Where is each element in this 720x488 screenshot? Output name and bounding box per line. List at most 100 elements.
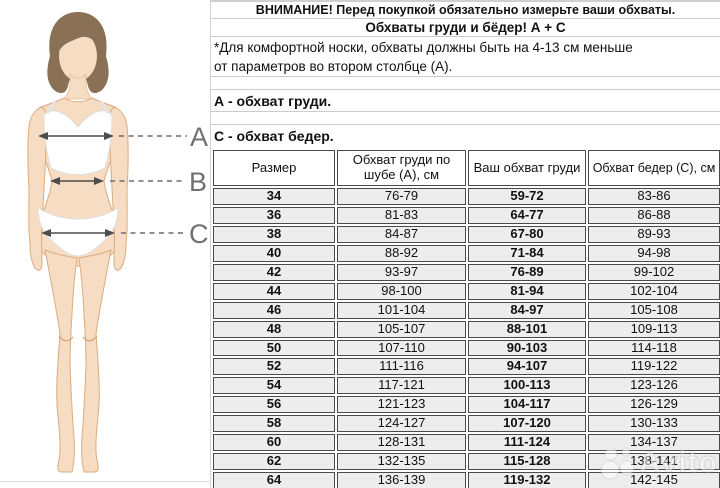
- table-cell: 42: [213, 263, 335, 281]
- table-header-row: Размер Обхват груди по шубе (А), см Ваш …: [213, 150, 720, 186]
- figure-panel: A B C: [0, 0, 210, 482]
- table-cell: 132-135: [337, 453, 466, 471]
- table-cell: 107-120: [468, 415, 586, 433]
- table-cell: 128-131: [337, 434, 466, 452]
- size-table-body: 34 76-79 59-72 83-86 36 81-83 64-77 86-88 38 84-8…: [213, 188, 720, 488]
- table-cell: 101-104: [337, 301, 466, 319]
- table-cell: 109-113: [588, 320, 720, 338]
- panties-shape: [37, 207, 119, 257]
- comfort-note: *Для комфортной носки, обхваты должны бы…: [211, 37, 720, 77]
- bra-shape: [43, 110, 113, 176]
- table-cell: 83-86: [588, 188, 720, 205]
- table-row: 58 124-127 107-120 130-133: [213, 415, 720, 433]
- bra-straps: [46, 100, 110, 114]
- table-row: 54 117-121 100-113 123-126: [213, 377, 720, 395]
- legend-a-text: А - обхват груди.: [211, 90, 720, 112]
- table-cell: 76-89: [468, 263, 586, 281]
- table-cell: 81-94: [468, 282, 586, 300]
- table-cell: 111-116: [337, 358, 466, 376]
- bust-measure-arrow: [38, 132, 187, 140]
- table-row: 48 105-107 88-101 109-113: [213, 320, 720, 338]
- table-cell: 123-126: [588, 377, 720, 395]
- table-cell: 130-133: [588, 415, 720, 433]
- table-cell: 111-124: [468, 434, 586, 452]
- table-row: 34 76-79 59-72 83-86: [213, 188, 720, 205]
- table-cell: 93-97: [337, 263, 466, 281]
- table-cell: 84-97: [468, 301, 586, 319]
- table-cell: 64: [213, 472, 335, 488]
- table-row: 52 111-116 94-107 119-122: [213, 358, 720, 376]
- table-cell: 44: [213, 282, 335, 300]
- table-row: 60 128-131 111-124 134-137: [213, 434, 720, 452]
- table-cell: 40: [213, 244, 335, 262]
- label-b: B: [189, 167, 207, 197]
- table-cell: 105-108: [588, 301, 720, 319]
- table-cell: 54: [213, 377, 335, 395]
- table-cell: 86-88: [588, 206, 720, 224]
- table-cell: 59-72: [468, 188, 586, 205]
- table-cell: 60: [213, 434, 335, 452]
- table-cell: 88-92: [337, 244, 466, 262]
- spacer-row: [211, 112, 720, 125]
- label-a: A: [190, 122, 208, 152]
- table-cell: 136-139: [337, 472, 466, 488]
- face-shape: [59, 31, 97, 81]
- table-cell: 89-93: [588, 225, 720, 243]
- size-table: Размер Обхват груди по шубе (А), см Ваш …: [211, 148, 720, 488]
- table-cell: 58: [213, 415, 335, 433]
- fringe-shape: [59, 20, 99, 50]
- table-cell: 99-102: [588, 263, 720, 281]
- table-cell: 36: [213, 206, 335, 224]
- table-row: 38 84-87 67-80 89-93: [213, 225, 720, 243]
- table-cell: 126-129: [588, 396, 720, 414]
- table-cell: 104-117: [468, 396, 586, 414]
- header-your-chest: Ваш обхват груди: [468, 150, 586, 186]
- hips-measure-arrow: [41, 229, 185, 237]
- info-table-panel: ВНИМАНИЕ! Перед покупкой обязательно изм…: [210, 0, 720, 488]
- table-cell: 76-79: [337, 188, 466, 205]
- table-cell: 107-110: [337, 339, 466, 357]
- table-cell: 121-123: [337, 396, 466, 414]
- knee-lines: [58, 335, 98, 342]
- table-cell: 90-103: [468, 339, 586, 357]
- neck-shape: [63, 72, 93, 100]
- comfort-note-line2: от параметров во втором столбце (А).: [214, 59, 453, 74]
- header-hips: Обхват бедер (С), см: [588, 150, 720, 186]
- table-cell: 67-80: [468, 225, 586, 243]
- right-leg-shape: [78, 249, 112, 473]
- table-cell: 94-107: [468, 358, 586, 376]
- comfort-note-line1: *Для комфортной носки, обхваты должны бы…: [214, 40, 633, 55]
- header-chest-by-coat: Обхват груди по шубе (А), см: [337, 150, 466, 186]
- table-cell: 124-127: [337, 415, 466, 433]
- header-size: Размер: [213, 150, 335, 186]
- table-cell: 119-122: [588, 358, 720, 376]
- table-cell: 62: [213, 453, 335, 471]
- table-cell: 142-145: [588, 472, 720, 488]
- table-cell: 34: [213, 188, 335, 205]
- warning-text: ВНИМАНИЕ! Перед покупкой обязательно изм…: [211, 2, 720, 19]
- table-row: 50 107-110 90-103 114-118: [213, 339, 720, 357]
- table-cell: 71-84: [468, 244, 586, 262]
- table-cell: 98-100: [337, 282, 466, 300]
- table-cell: 88-101: [468, 320, 586, 338]
- table-row: 44 98-100 81-94 102-104: [213, 282, 720, 300]
- table-cell: 114-118: [588, 339, 720, 357]
- table-row: 36 81-83 64-77 86-88: [213, 206, 720, 224]
- table-cell: 38: [213, 225, 335, 243]
- table-cell: 52: [213, 358, 335, 376]
- woman-figure-illustration: A B C: [27, 12, 209, 473]
- table-row: 56 121-123 104-117 126-129: [213, 396, 720, 414]
- table-cell: 48: [213, 320, 335, 338]
- table-cell: 64-77: [468, 206, 586, 224]
- table-cell: 46: [213, 301, 335, 319]
- table-cell: 134-137: [588, 434, 720, 452]
- label-c: C: [189, 219, 209, 249]
- waist-measure-arrow: [50, 177, 185, 185]
- table-cell: 115-128: [468, 453, 586, 471]
- legend-c-text: С - обхват бедер.: [214, 128, 334, 144]
- table-cell: 94-98: [588, 244, 720, 262]
- table-row: 46 101-104 84-97 105-108: [213, 301, 720, 319]
- spacer-row: [211, 77, 720, 90]
- table-cell: 119-132: [468, 472, 586, 488]
